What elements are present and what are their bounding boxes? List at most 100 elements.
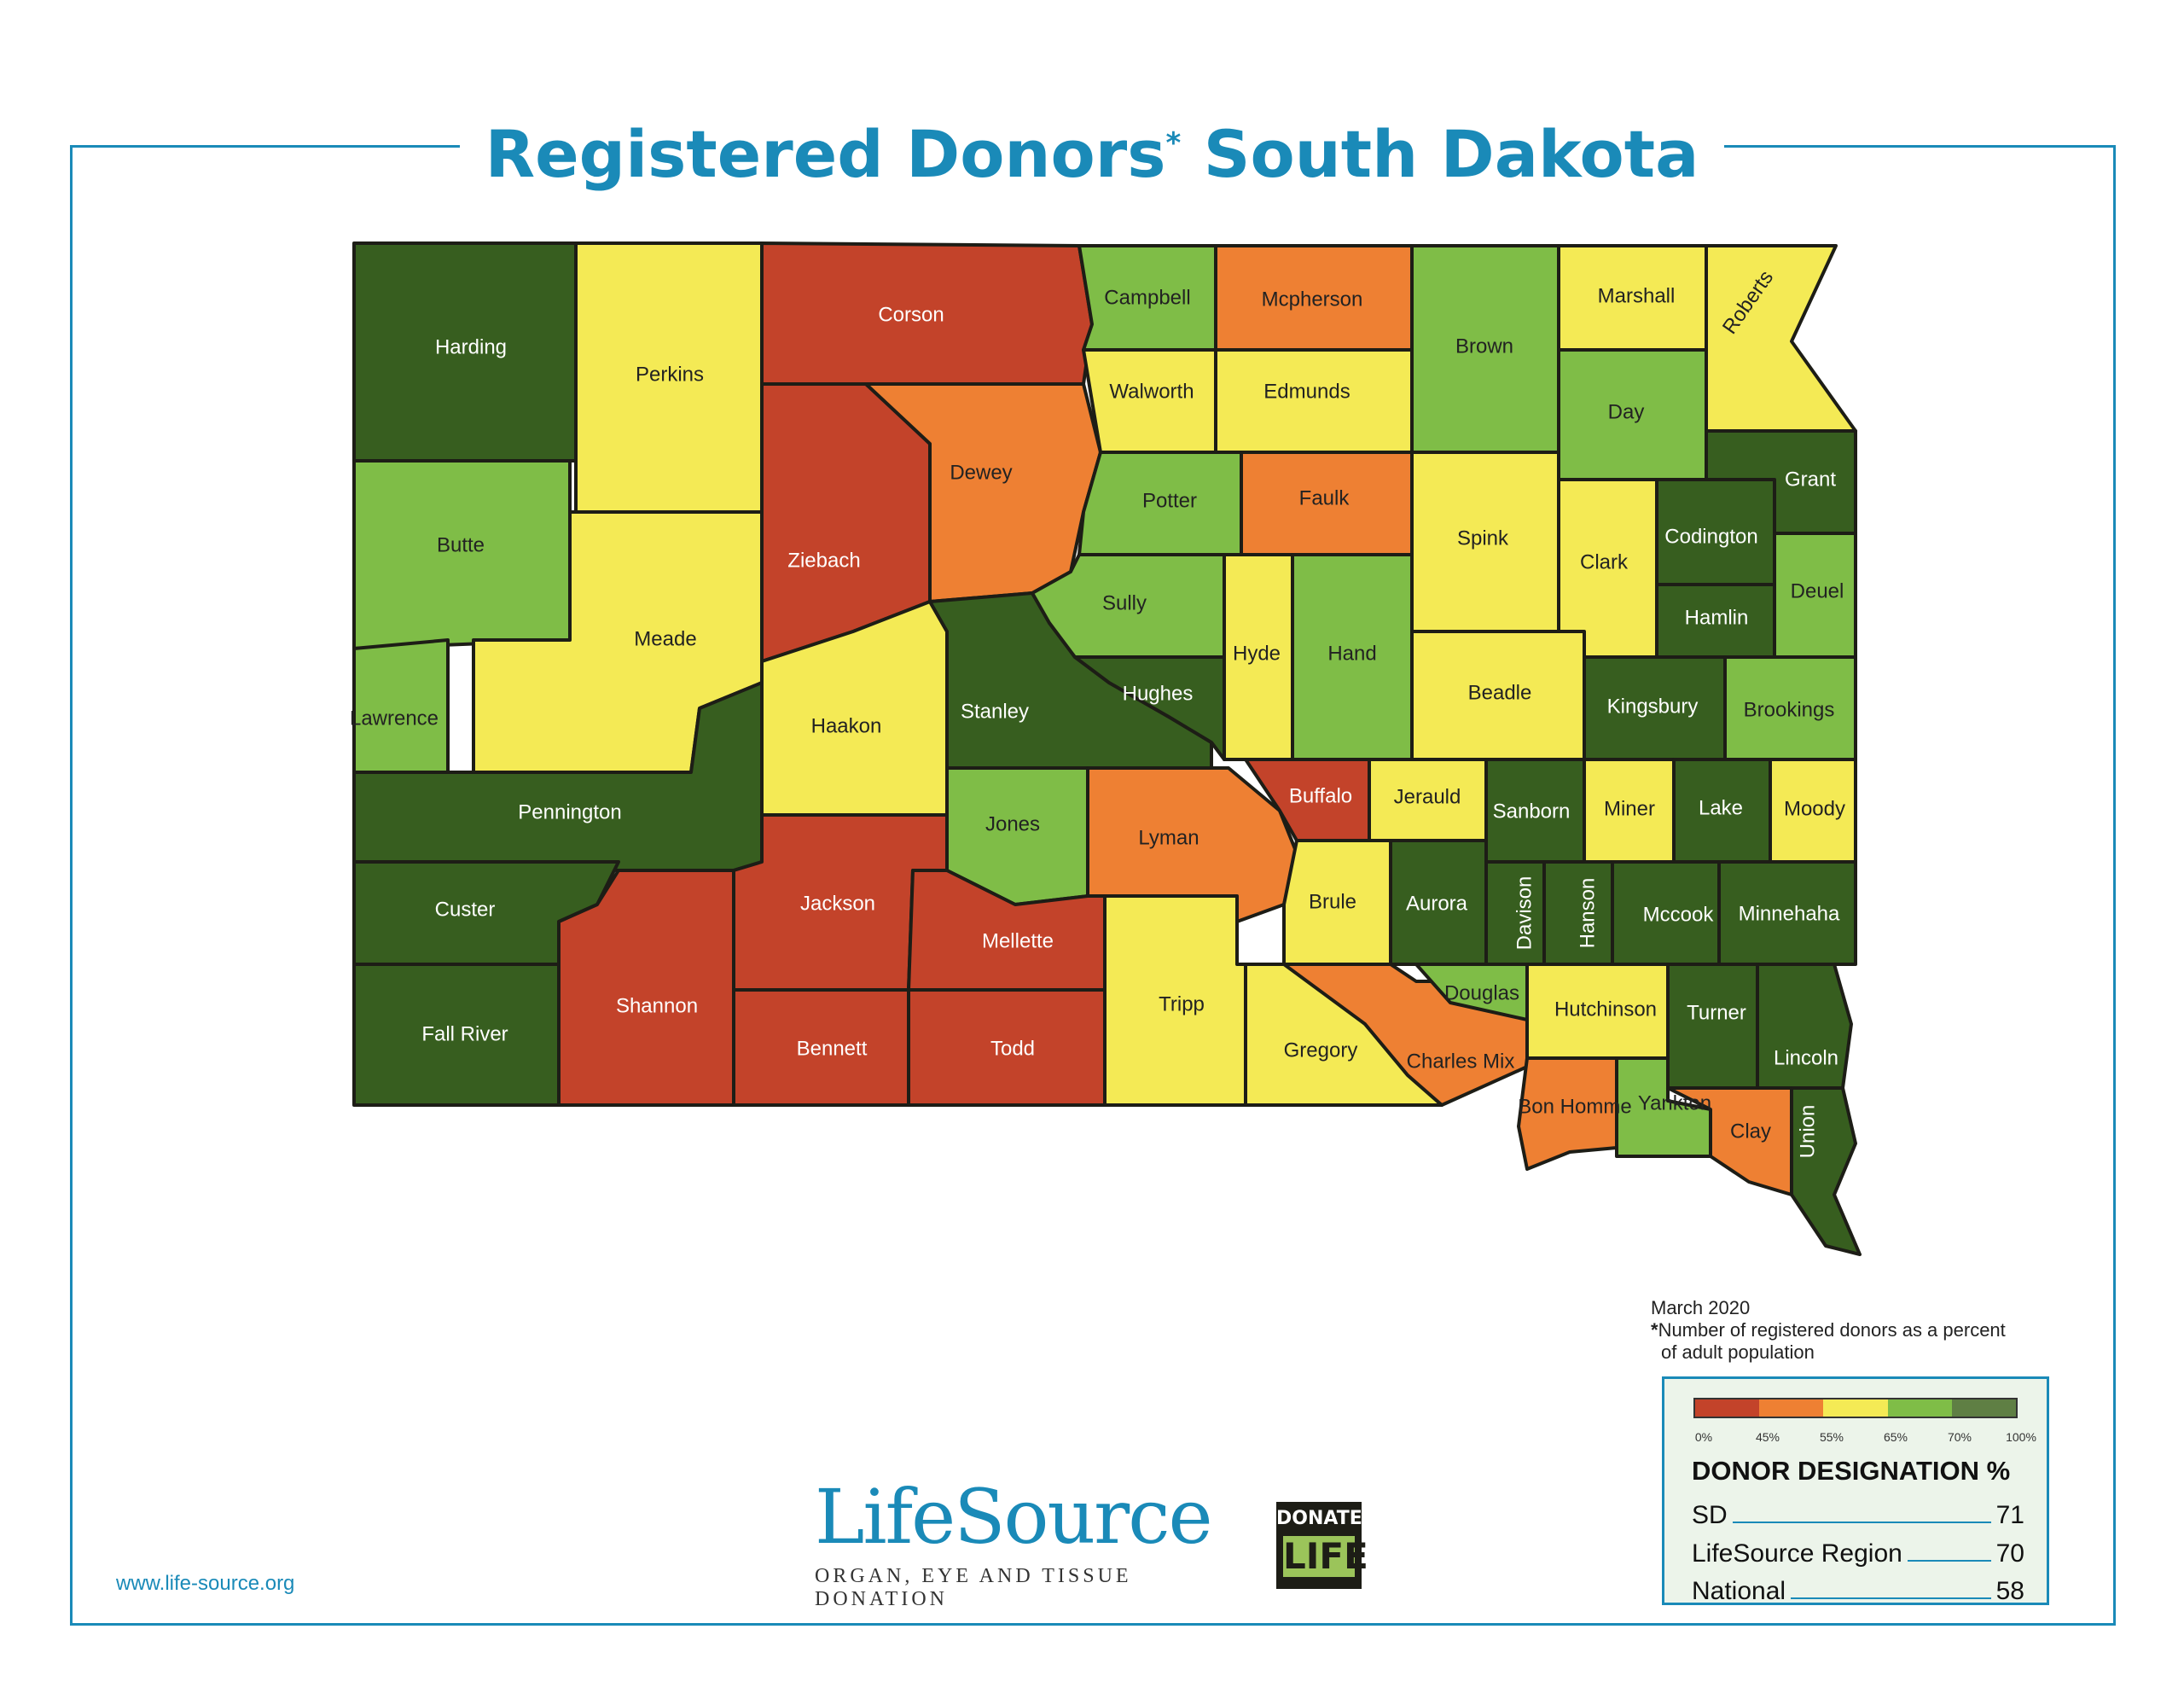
legend-ticks: 0% 45% 55% 65% 70% 100% [1678,1430,2036,1447]
county-label-grant: Grant [1785,468,1836,491]
county-label-fall-river: Fall River [421,1022,508,1045]
legend-row-sd: SD 71 [1692,1501,2024,1530]
legend-swatch-0-45 [1695,1399,1760,1417]
county-turner [1666,963,1759,1090]
legend-tick: 0% [1694,1430,1713,1444]
county-label-mccook: Mccook [1643,903,1715,926]
badge-top: DONATE [1276,1508,1362,1529]
county-label-butte: Butte [437,533,485,556]
footnote-line1: Number of registered donors as a percent [1658,1319,2006,1341]
title-wrap: Registered Donors* South Dakota [0,101,2184,197]
county-label-meade: Meade [634,627,696,650]
county-lincoln [1756,963,1853,1090]
legend-swatch-45-55 [1759,1399,1824,1417]
legend-tick: 45% [1755,1430,1780,1444]
legend-color-bar [1693,1398,2018,1418]
county-label-hamlin: Hamlin [1685,606,1749,629]
county-label-edmunds: Edmunds [1263,380,1350,403]
county-label-day: Day [1608,400,1645,423]
website-link[interactable]: www.life-source.org [116,1572,295,1595]
county-label-minnehaha: Minnehaha [1739,902,1840,925]
county-label-harding: Harding [435,335,507,358]
county-label-yankton: Yankton [1638,1091,1711,1114]
county-label-deuel: Deuel [1791,579,1844,602]
county-shannon [557,869,735,1107]
county-label-jackson: Jackson [800,892,875,915]
county-label-sanborn: Sanborn [1493,800,1571,823]
title-main: Registered Donors [485,116,1166,192]
county-label-bennett: Bennett [797,1037,868,1060]
county-label-hyde: Hyde [1233,642,1281,665]
county-union [1790,1086,1862,1256]
legend-tick: 65% [1883,1430,1908,1444]
county-label-jones: Jones [985,812,1040,835]
county-label-sully: Sully [1102,591,1147,614]
county-label-brookings: Brookings [1744,698,1835,721]
legend-tick: 55% [1819,1430,1844,1444]
county-label-mellette: Mellette [982,929,1054,952]
legend-row-region: LifeSource Region 70 [1692,1539,2024,1568]
legend-row-national: National 58 [1692,1577,2024,1606]
county-label-hanson: Hanson [1576,878,1599,949]
notes-footnote: *Number of registered donors as a percen… [1651,1319,2006,1341]
county-label-clay: Clay [1730,1120,1771,1143]
county-label-walworth: Walworth [1109,380,1194,403]
county-label-perkins: Perkins [636,363,704,386]
county-label-brule: Brule [1309,890,1356,913]
county-label-gregory: Gregory [1284,1039,1358,1062]
county-label-ziebach: Ziebach [787,549,860,572]
county-label-davison: Davison [1513,876,1536,951]
title-region: South Dakota [1203,116,1699,192]
legend: 0% 45% 55% 65% 70% 100% DONOR DESIGNATIO… [1662,1376,2049,1605]
county-label-jerauld: Jerauld [1394,785,1461,808]
notes: March 2020 *Number of registered donors … [1651,1297,2006,1364]
county-label-marshall: Marshall [1598,284,1676,307]
footnote-asterisk: * [1651,1319,1658,1341]
county-label-beadle: Beadle [1468,681,1532,704]
leader-line [1732,1522,1991,1523]
county-label-turner: Turner [1687,1001,1746,1024]
county-label-brown: Brown [1455,335,1513,358]
county-label-shannon: Shannon [616,994,698,1017]
leader-line [1791,1597,1991,1599]
lifesource-logo: LifeSource ORGAN, EYE AND TISSUE DONATIO… [815,1475,1258,1611]
legend-title: DONOR DESIGNATION % [1692,1456,2011,1486]
county-label-charles-mix: Charles Mix [1407,1050,1515,1073]
county-label-lake: Lake [1699,796,1743,819]
county-label-buffalo: Buffalo [1289,784,1352,807]
legend-swatch-65-70 [1887,1399,1952,1417]
county-label-lawrence: Lawrence [350,707,439,730]
legend-swatch-55-65 [1823,1399,1888,1417]
county-label-lincoln: Lincoln [1774,1046,1838,1069]
county-label-aurora: Aurora [1406,892,1468,915]
county-label-tripp: Tripp [1159,992,1205,1015]
county-label-campbell: Campbell [1104,286,1190,309]
logo-tagline: ORGAN, EYE AND TISSUE DONATION [815,1565,1132,1610]
county-label-faulk: Faulk [1299,486,1350,509]
title-asterisk: * [1165,126,1182,160]
county-label-dewey: Dewey [950,461,1012,484]
county-label-miner: Miner [1604,797,1655,820]
map-title: Registered Donors* South Dakota [459,101,1725,197]
leader-line [1907,1560,1991,1562]
county-label-hughes: Hughes [1123,682,1194,705]
county-label-spink: Spink [1457,527,1509,550]
county-label-potter: Potter [1142,489,1197,512]
legend-tick: 70% [1947,1430,1972,1444]
county-label-pennington: Pennington [518,800,621,823]
county-label-stanley: Stanley [961,700,1029,723]
county-label-corson: Corson [878,303,944,326]
legend-row-label: LifeSource Region [1692,1539,1902,1568]
legend-row-value: 71 [1995,1501,2024,1529]
county-roberts [1705,244,1857,433]
badge-bottom: LIFE [1283,1535,1368,1577]
county-label-moody: Moody [1784,797,1845,820]
county-label-clark: Clark [1580,550,1629,573]
legend-tick: 100% [2006,1430,2036,1444]
county-label-kingsbury: Kingsbury [1607,695,1699,718]
legend-row-value: 70 [1995,1539,2024,1568]
footnote-line2: of adult population [1661,1341,1815,1363]
notes-date: March 2020 [1651,1297,1751,1318]
legend-row-value: 58 [1995,1577,2024,1605]
